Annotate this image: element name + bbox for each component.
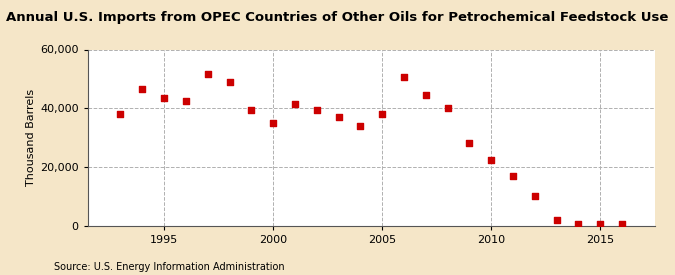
Point <box>355 123 366 128</box>
Text: Source: U.S. Energy Information Administration: Source: U.S. Energy Information Administ… <box>54 262 285 272</box>
Point <box>224 79 235 84</box>
Point <box>398 75 409 79</box>
Point <box>290 101 300 106</box>
Point <box>377 112 387 116</box>
Point <box>137 87 148 91</box>
Point <box>508 174 518 178</box>
Point <box>311 108 322 112</box>
Point <box>202 72 213 77</box>
Point <box>246 108 256 112</box>
Point <box>333 115 344 119</box>
Point <box>617 222 628 226</box>
Point <box>529 194 540 198</box>
Point <box>442 106 453 110</box>
Point <box>464 141 475 145</box>
Point <box>486 157 497 162</box>
Point <box>268 121 279 125</box>
Point <box>180 99 191 103</box>
Point <box>421 93 431 97</box>
Point <box>115 112 126 116</box>
Y-axis label: Thousand Barrels: Thousand Barrels <box>26 89 36 186</box>
Point <box>595 222 605 226</box>
Point <box>551 218 562 222</box>
Point <box>159 96 169 100</box>
Point <box>573 222 584 226</box>
Text: Annual U.S. Imports from OPEC Countries of Other Oils for Petrochemical Feedstoc: Annual U.S. Imports from OPEC Countries … <box>6 11 669 24</box>
